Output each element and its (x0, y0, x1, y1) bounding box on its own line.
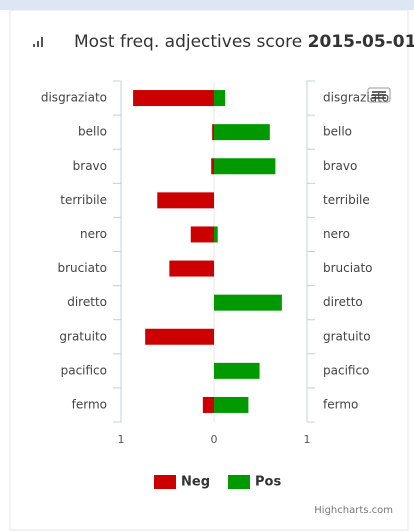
legend-swatch (154, 475, 176, 489)
chart-title: Most freq. adjectives score 2015-05-01 1… (74, 32, 414, 52)
y-tick-label: bruciato (58, 261, 108, 275)
bar (133, 90, 214, 107)
y-tick-label: terribile (60, 193, 107, 207)
y-tick-label: bravo (73, 159, 107, 173)
bar (214, 226, 218, 243)
bar (214, 90, 226, 107)
x-tick-label: 0 (211, 433, 218, 446)
legend-label: Pos (255, 475, 281, 490)
bar (190, 226, 214, 243)
y-tick-label-right: diretto (323, 295, 363, 309)
y-tick-label-right: bruciato (323, 261, 373, 275)
y-tick-label-right: gratuito (323, 329, 371, 343)
signal-icon (33, 37, 43, 47)
y-tick-label: bello (78, 125, 107, 139)
y-tick-label: diretto (67, 295, 107, 309)
y-tick-label: disgraziato (41, 91, 107, 105)
y-tick-label: nero (80, 227, 107, 241)
top-band (0, 0, 414, 10)
bar (202, 396, 214, 413)
bar (214, 362, 260, 379)
y-tick-label: gratuito (59, 329, 107, 343)
x-tick-label: 1 (304, 433, 311, 446)
y-tick-label-right: disgraziato (323, 91, 389, 105)
y-tick-label-right: bello (323, 125, 352, 139)
bar (169, 260, 214, 277)
bar (145, 328, 214, 345)
bar (214, 158, 276, 175)
bar (157, 192, 214, 209)
legend-swatch (228, 475, 250, 489)
bar (214, 294, 282, 311)
bar (212, 124, 214, 141)
y-tick-label-right: nero (323, 227, 350, 241)
x-tick-label: 1 (118, 433, 125, 446)
legend-label: Neg (181, 475, 210, 490)
menu-button[interactable] (367, 87, 391, 103)
title-date: 2015-05-01 17:00:00 (308, 32, 414, 52)
credits: Highcharts.com (314, 505, 393, 516)
y-tick-label: fermo (72, 397, 107, 411)
bar (214, 396, 249, 413)
bar (214, 124, 270, 141)
y-tick-label-right: pacifico (323, 363, 369, 377)
bar (211, 158, 214, 175)
y-tick-label-right: fermo (323, 397, 358, 411)
title-text: Most freq. adjectives score (74, 32, 302, 52)
y-tick-label-right: bravo (323, 159, 357, 173)
y-tick-label: pacifico (61, 363, 107, 377)
y-tick-label-right: terribile (323, 193, 370, 207)
